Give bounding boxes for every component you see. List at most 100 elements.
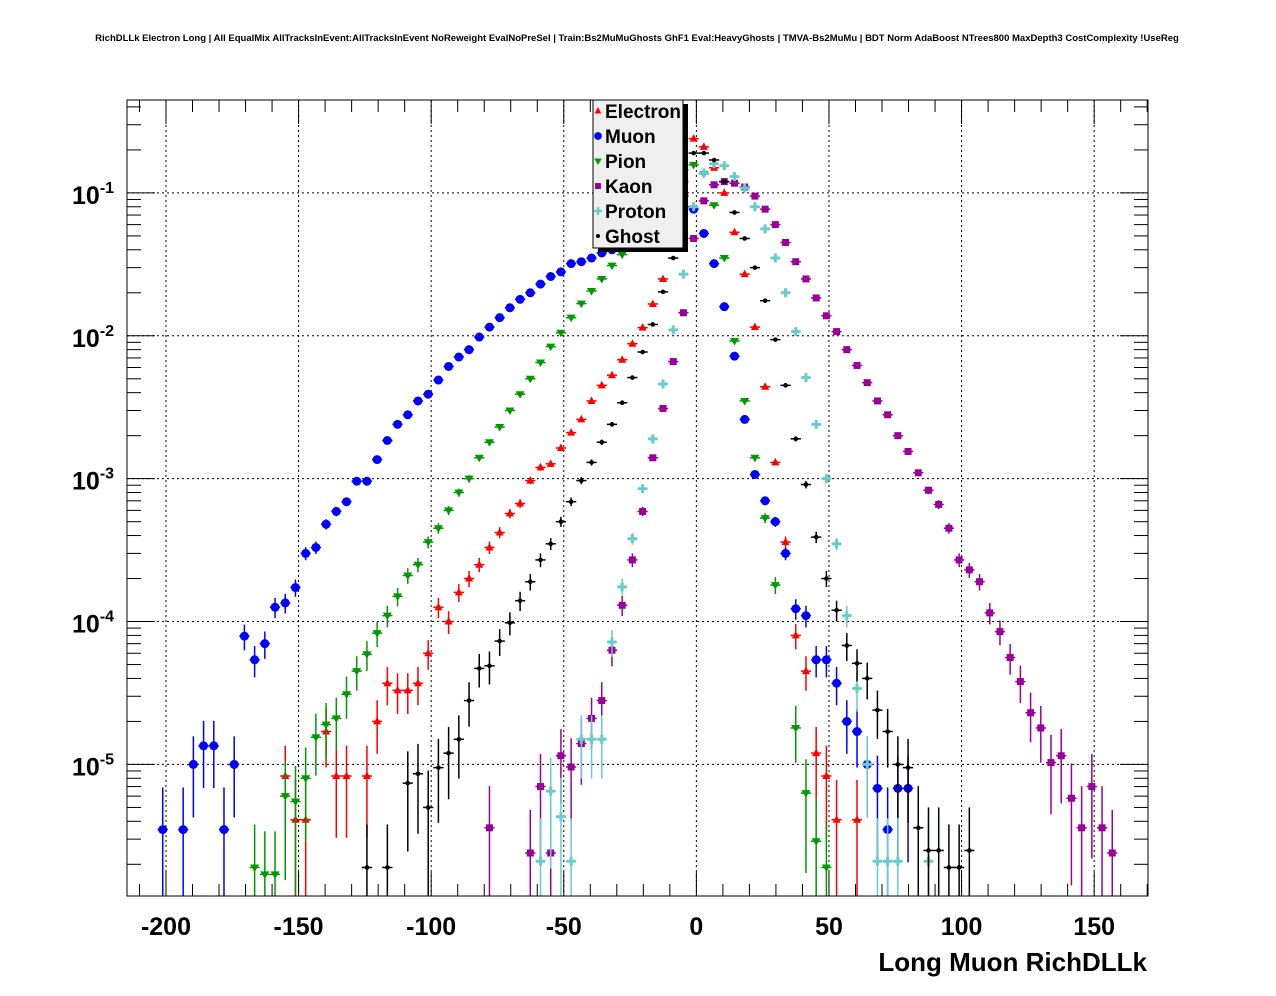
marker-square bbox=[1088, 783, 1096, 791]
marker-circle bbox=[495, 313, 505, 323]
marker-triangle-up bbox=[740, 269, 749, 278]
y-tick-exponent: -4 bbox=[100, 609, 114, 626]
marker-triangle-up bbox=[750, 322, 759, 331]
marker-triangle-down bbox=[484, 439, 494, 447]
marker-circle bbox=[454, 352, 464, 362]
marker-triangle-up bbox=[659, 274, 668, 282]
marker-square bbox=[557, 752, 565, 760]
marker-triangle-down bbox=[290, 798, 300, 807]
marker-circle bbox=[515, 294, 525, 304]
legend-label: Kaon bbox=[605, 177, 653, 198]
marker-cross bbox=[689, 202, 699, 212]
marker-triangle-up bbox=[362, 771, 371, 779]
marker-dot bbox=[946, 865, 952, 870]
marker-square bbox=[1037, 724, 1045, 732]
marker-triangle-up bbox=[567, 428, 576, 436]
marker-circle bbox=[362, 476, 372, 486]
legend-label: Muon bbox=[605, 127, 656, 148]
marker-triangle-down bbox=[260, 871, 270, 879]
y-tick-exponent: -2 bbox=[100, 323, 114, 340]
marker-triangle-up bbox=[628, 339, 637, 347]
marker-triangle-up bbox=[801, 666, 810, 675]
marker-circle bbox=[464, 345, 474, 355]
marker-triangle-up bbox=[853, 815, 862, 823]
marker-triangle-down bbox=[505, 407, 515, 416]
marker-square bbox=[884, 411, 892, 419]
marker-circle bbox=[311, 542, 321, 552]
axis-ticks bbox=[127, 100, 1148, 896]
marker-triangle-down bbox=[393, 593, 403, 601]
x-tick-label: 100 bbox=[941, 913, 983, 941]
series-kaon bbox=[484, 178, 1118, 896]
marker-triangle-down bbox=[331, 715, 341, 723]
marker-triangle-up bbox=[393, 685, 402, 694]
marker-cross bbox=[750, 202, 760, 212]
marker-square bbox=[792, 258, 800, 266]
y-tick-exponent: -5 bbox=[100, 751, 114, 768]
marker-cross bbox=[587, 734, 597, 744]
marker-triangle-down bbox=[464, 475, 474, 484]
marker-cross bbox=[821, 474, 831, 484]
marker-circle bbox=[290, 583, 300, 593]
marker-dot bbox=[517, 598, 523, 603]
marker-triangle-up bbox=[791, 630, 800, 639]
marker-triangle-down bbox=[454, 489, 464, 498]
marker-square bbox=[659, 404, 667, 412]
marker-dot bbox=[415, 771, 421, 777]
marker-dot bbox=[915, 825, 921, 831]
marker-cross bbox=[811, 419, 821, 429]
series-proton bbox=[535, 159, 934, 896]
marker-circle bbox=[484, 322, 494, 332]
marker-triangle-down bbox=[587, 287, 597, 296]
marker-circle bbox=[546, 272, 556, 282]
y-tick-exponent: -3 bbox=[100, 466, 114, 483]
legend-entry-muon: Muon bbox=[594, 127, 656, 148]
marker-square bbox=[679, 309, 687, 317]
marker-triangle-up bbox=[332, 771, 341, 779]
marker-dot bbox=[773, 337, 778, 342]
legend-label: Electron bbox=[605, 102, 681, 123]
marker-dot bbox=[640, 349, 645, 355]
marker-square bbox=[945, 524, 953, 532]
marker-cross bbox=[668, 325, 678, 335]
marker-dot bbox=[364, 865, 370, 870]
marker-circle bbox=[280, 598, 290, 608]
marker-square bbox=[526, 849, 534, 857]
marker-square bbox=[894, 432, 902, 440]
marker-dot bbox=[864, 676, 870, 681]
y-tick-base: 10 bbox=[72, 468, 100, 496]
marker-circle bbox=[811, 655, 821, 665]
marker-triangle-down bbox=[342, 691, 352, 699]
marker-square bbox=[1108, 849, 1116, 857]
marker-dot bbox=[538, 557, 543, 563]
legend-label: Ghost bbox=[605, 227, 661, 248]
marker-circle bbox=[594, 132, 602, 140]
marker-circle bbox=[556, 267, 566, 277]
marker-cross bbox=[576, 734, 586, 744]
legend-entry-kaon: Kaon bbox=[595, 177, 653, 198]
y-tick-label: 10-1 bbox=[72, 180, 114, 210]
marker-square bbox=[1067, 794, 1075, 802]
marker-circle bbox=[270, 602, 280, 612]
marker-circle bbox=[474, 332, 484, 342]
marker-square bbox=[649, 454, 657, 462]
marker-cross bbox=[566, 856, 576, 866]
marker-triangle-down bbox=[594, 158, 602, 165]
marker-circle bbox=[321, 519, 331, 529]
marker-dot bbox=[619, 400, 625, 406]
marker-dot bbox=[905, 765, 911, 770]
marker-circle bbox=[209, 741, 219, 751]
marker-dot bbox=[783, 383, 788, 388]
marker-triangle-up bbox=[781, 537, 790, 546]
marker-circle bbox=[433, 375, 443, 385]
marker-dot bbox=[660, 289, 666, 295]
marker-cross bbox=[872, 856, 882, 866]
marker-triangle-down bbox=[321, 721, 331, 730]
x-tick-label: -200 bbox=[141, 913, 191, 941]
marker-circle bbox=[821, 655, 831, 665]
marker-square bbox=[986, 609, 994, 617]
marker-cross bbox=[842, 611, 852, 621]
marker-square bbox=[710, 181, 718, 189]
marker-dot bbox=[670, 255, 676, 261]
